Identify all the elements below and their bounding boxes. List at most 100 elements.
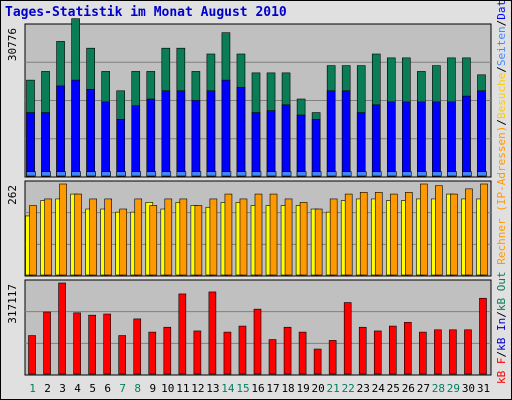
bar-seiten-day-3 bbox=[56, 171, 66, 177]
bar-dateien-day-11 bbox=[176, 90, 186, 177]
legend-item-3: / bbox=[495, 311, 508, 318]
bar-kb-f-day-17 bbox=[268, 339, 277, 375]
legend-item-11: / bbox=[495, 20, 508, 27]
bar-besuche-day-18 bbox=[284, 198, 293, 276]
bar-seiten-day-12 bbox=[191, 171, 202, 177]
bar-seiten-day-13 bbox=[206, 171, 217, 177]
bar-seiten-day-8 bbox=[131, 171, 142, 177]
x-tick-label-14: 14 bbox=[221, 382, 235, 395]
legend-item-4: kB Out bbox=[495, 271, 508, 311]
bar-kb-f-day-30 bbox=[464, 329, 472, 375]
bar-seiten-day-1 bbox=[26, 171, 36, 177]
bar-dateien-day-25 bbox=[386, 101, 396, 177]
bar-kb-f-day-2 bbox=[43, 311, 51, 375]
bar-dateien-day-31 bbox=[477, 90, 486, 177]
bar-kb-f-day-12 bbox=[193, 330, 202, 375]
bar-dateien-day-23 bbox=[356, 112, 366, 177]
bar-seiten-day-31 bbox=[477, 171, 487, 177]
bar-besuche-day-20 bbox=[314, 208, 323, 276]
x-tick-label-8: 8 bbox=[134, 382, 141, 395]
bar-besuche-day-16 bbox=[254, 193, 263, 276]
x-tick-label-16: 16 bbox=[251, 382, 264, 395]
bar-kb-f-day-16 bbox=[253, 308, 262, 375]
x-tick-label-21: 21 bbox=[327, 382, 340, 395]
legend-item-9: / bbox=[495, 66, 508, 73]
bar-seiten-day-10 bbox=[161, 171, 172, 177]
bar-seiten-day-28 bbox=[432, 171, 442, 177]
bar-seiten-day-15 bbox=[236, 171, 247, 177]
panel-0-ymax-label: 30776 bbox=[6, 28, 19, 61]
right-legend: kB F/kB In/kB Out Rechner (IP-Adressen)/… bbox=[495, 0, 508, 384]
x-tick-label-13: 13 bbox=[206, 382, 219, 395]
bar-besuche-day-7 bbox=[119, 208, 128, 276]
bar-dateien-day-27 bbox=[417, 101, 426, 177]
bar-besuche-day-12 bbox=[194, 205, 203, 276]
x-tick-label-19: 19 bbox=[296, 382, 309, 395]
x-tick-label-17: 17 bbox=[266, 382, 279, 395]
bar-seiten-day-7 bbox=[116, 171, 127, 177]
bar-dateien-day-1 bbox=[26, 112, 35, 177]
bar-dateien-day-10 bbox=[161, 90, 171, 177]
bar-dateien-day-3 bbox=[56, 85, 65, 177]
bar-seiten-day-21 bbox=[326, 171, 337, 177]
bar-kb-f-day-26 bbox=[404, 322, 412, 375]
bar-seiten-day-29 bbox=[447, 171, 457, 177]
x-tick-label-24: 24 bbox=[372, 382, 386, 395]
bar-kb-f-day-20 bbox=[313, 348, 322, 375]
legend-item-8: Besuche bbox=[495, 73, 508, 119]
bar-dateien-day-28 bbox=[432, 101, 441, 177]
bar-dateien-day-21 bbox=[326, 90, 336, 177]
bar-dateien-day-9 bbox=[146, 98, 156, 177]
bar-kb-f-day-7 bbox=[118, 335, 127, 375]
bar-seiten-day-18 bbox=[281, 171, 292, 177]
bar-besuche-day-28 bbox=[435, 185, 443, 276]
bar-besuche-day-22 bbox=[344, 193, 353, 276]
bar-seiten-day-16 bbox=[251, 171, 262, 177]
bar-besuche-day-11 bbox=[179, 198, 188, 276]
bar-dateien-day-26 bbox=[402, 101, 411, 177]
legend-item-1: / bbox=[495, 351, 508, 358]
bar-dateien-day-19 bbox=[296, 114, 306, 177]
x-tick-label-10: 10 bbox=[161, 382, 174, 395]
bar-besuche-day-25 bbox=[389, 193, 398, 276]
x-tick-label-7: 7 bbox=[119, 382, 126, 395]
x-tick-label-4: 4 bbox=[74, 382, 81, 395]
x-tick-label-6: 6 bbox=[104, 382, 111, 395]
x-tick-label-28: 28 bbox=[432, 382, 445, 395]
bar-besuche-day-14 bbox=[224, 193, 233, 276]
bar-kb-f-day-22 bbox=[343, 302, 352, 375]
x-tick-label-9: 9 bbox=[149, 382, 156, 395]
bar-seiten-day-25 bbox=[386, 171, 397, 177]
bar-besuche-day-30 bbox=[465, 188, 473, 276]
x-tick-label-3: 3 bbox=[59, 382, 66, 395]
bar-dateien-day-16 bbox=[251, 112, 261, 177]
bar-kb-f-day-13 bbox=[208, 291, 217, 375]
bar-besuche-day-21 bbox=[329, 198, 338, 276]
bar-kb-f-day-8 bbox=[133, 318, 142, 375]
x-tick-label-12: 12 bbox=[191, 382, 204, 395]
bar-seiten-day-17 bbox=[266, 171, 277, 177]
bar-seiten-day-22 bbox=[341, 171, 352, 177]
bar-dateien-day-15 bbox=[236, 87, 246, 177]
bar-besuche-day-2 bbox=[44, 198, 52, 276]
legend-item-12: Dateien bbox=[495, 0, 508, 20]
x-tick-label-15: 15 bbox=[236, 382, 249, 395]
bar-kb-f-day-21 bbox=[328, 340, 337, 375]
bar-besuche-day-8 bbox=[134, 198, 143, 276]
bar-besuche-day-23 bbox=[359, 192, 368, 276]
bar-seiten-day-2 bbox=[41, 171, 51, 177]
bar-besuche-day-31 bbox=[480, 183, 488, 276]
x-tick-label-30: 30 bbox=[462, 382, 475, 395]
bar-seiten-day-27 bbox=[417, 171, 427, 177]
bar-dateien-day-5 bbox=[86, 89, 95, 177]
bar-besuche-day-24 bbox=[374, 192, 383, 276]
bar-besuche-day-10 bbox=[164, 198, 173, 276]
chart-title: Tages-Statistik im Monat August 2010 bbox=[5, 5, 287, 20]
bar-besuche-day-3 bbox=[59, 183, 67, 276]
bar-seiten-day-11 bbox=[176, 171, 187, 177]
bar-dateien-day-20 bbox=[311, 119, 321, 177]
legend-item-2: kB In bbox=[495, 318, 508, 351]
bar-kb-f-day-4 bbox=[73, 312, 81, 375]
bar-dateien-day-13 bbox=[206, 90, 216, 177]
